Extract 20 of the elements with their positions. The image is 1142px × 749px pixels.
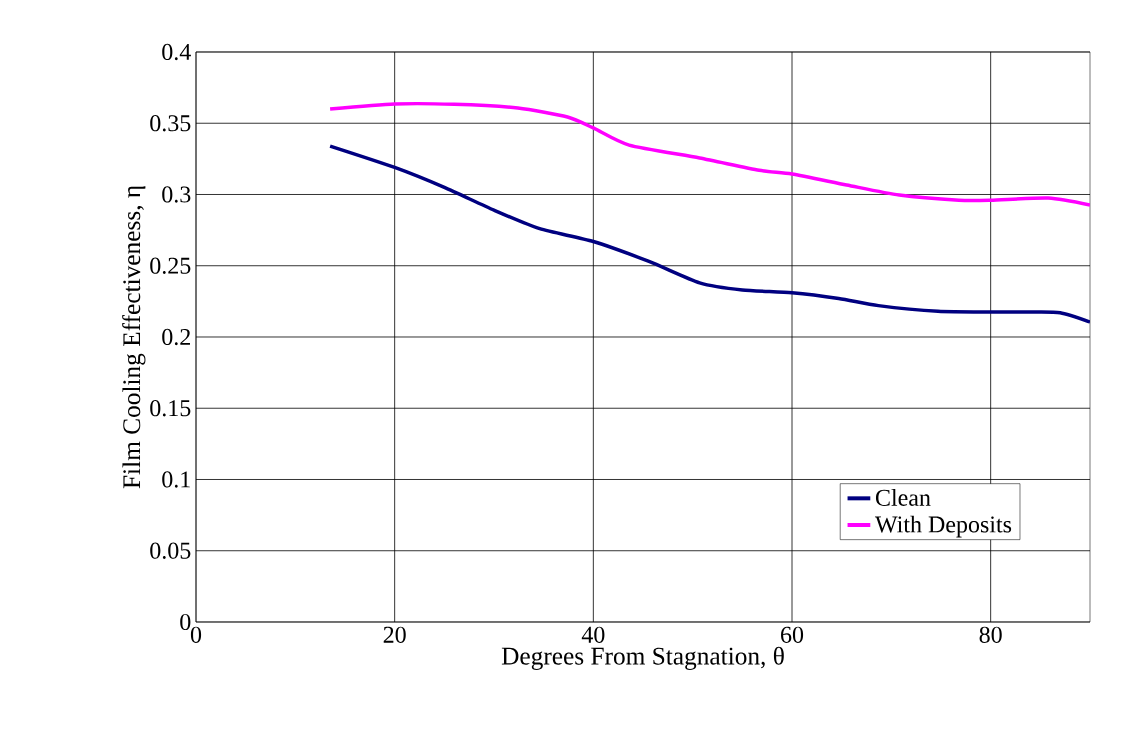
y-tick-label: 0.25 [150,257,191,274]
y-axis-title: Film Cooling Effectiveness, η [122,186,146,489]
legend-label: With Deposits [874,515,1012,538]
y-tick-label: 0.1 [162,471,190,488]
y-tick-label: 0.3 [162,186,191,203]
y-tick-label: 0.4 [162,43,191,61]
line-series [328,144,1090,324]
y-tick-label: 0.15 [150,400,191,417]
x-axis-title: Degrees From Stagnation, θ [501,646,784,670]
legend-label: Clean [875,488,931,506]
x-tick-label: 20 [383,626,406,643]
x-tick-label: 0 [190,626,202,643]
y-tick-label: 0.2 [162,328,190,346]
line-series [328,102,1090,207]
y-tick-label: 0.35 [150,115,191,132]
x-tick-label: 60 [781,626,804,643]
x-tick-label: 80 [979,626,1002,643]
y-tick-label: 0.05 [150,542,191,559]
y-tick-label: 0 [180,613,191,631]
x-tick-label: 40 [581,626,605,643]
